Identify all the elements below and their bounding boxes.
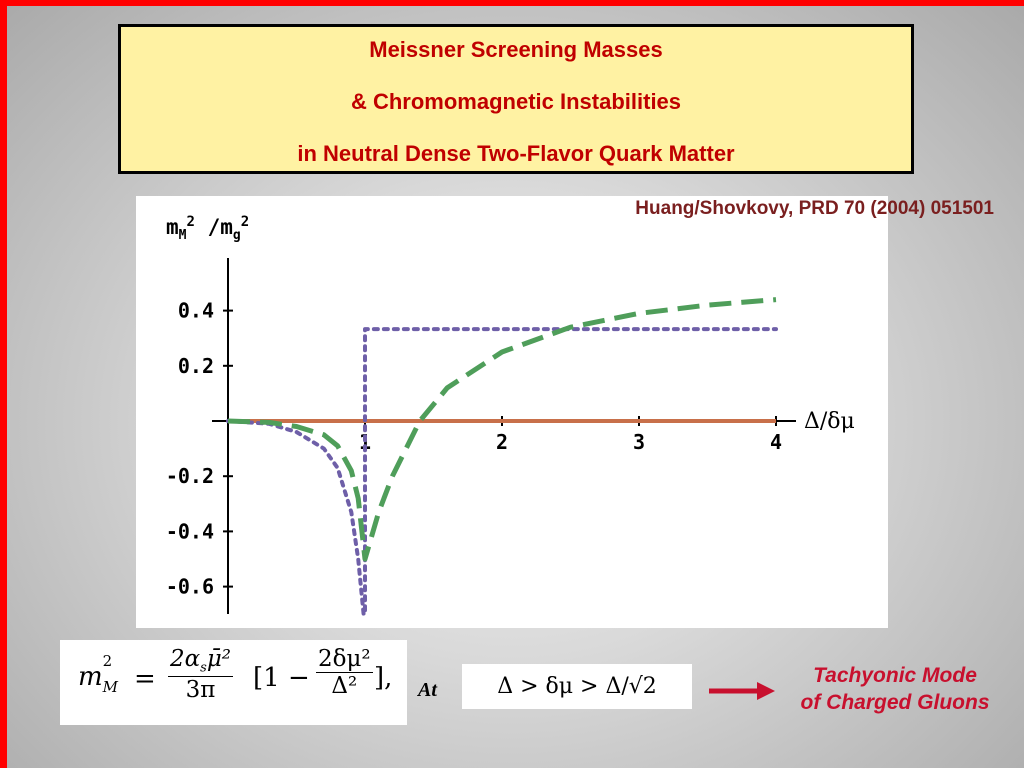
mass-formula: m 2 M = 2αsμ̄² 3π [1 − 2δμ² Δ² ], [60,640,407,725]
coef-num-tail: μ̄² [206,646,232,672]
title-box: Meissner Screening Masses & Chromomagnet… [118,24,914,174]
x-tick-label: 4 [770,430,782,454]
formula-lhs-symbol: m [78,662,103,692]
y-tick-label: -0.2 [166,464,214,488]
instability-condition: Δ > δμ > Δ/√2 [462,664,692,709]
red-frame-top [0,0,1024,6]
formula-lhs-sub: M [102,678,119,696]
y-tick-label: -0.4 [166,519,214,543]
y-tick-label: 0.2 [178,354,214,378]
citation: Huang/Shovkovy, PRD 70 (2004) 051501 [635,198,994,219]
y-axis-label: mM2 /mg2 [166,214,249,243]
conclusion-line-2: of Charged Gluons [800,691,990,714]
title-line-1: Meissner Screening Masses [369,37,663,62]
at-label: At [418,679,437,701]
title-line-2: & Chromomagnetic Instabilities [350,89,682,114]
x-tick-label: 2 [496,430,508,454]
coef-num: 2α [170,646,201,672]
bracket-open: [1 − [253,663,310,693]
right-arrow-icon [709,682,775,700]
coef-num-sub: s [200,660,207,676]
plot-area: 0.4 0.2 -0.2 -0.4 -0.6 1 2 3 4 Δ/δμ mM2 /mg2 [136,196,888,628]
y-tick-label: 0.4 [178,299,214,323]
formula-equals: = [134,664,156,694]
red-frame-left [0,0,7,768]
x-tick-label: 3 [633,430,645,454]
formula-coefficient: 2αsμ̄² 3π [168,646,234,703]
formula-lhs: m 2 M [78,652,118,696]
inner-num: 2δμ² [316,646,373,673]
conclusion-line-1: Tachyonic Mode [813,664,977,687]
series-line-dashed [227,297,777,562]
x-axis-label: Δ/δμ [804,409,855,434]
bracket-close: ], [374,663,393,693]
title-line-3: in Neutral Dense Two-Flavor Quark Matter [297,141,735,166]
y-tick-label: -0.6 [166,575,214,599]
inner-den: Δ² [331,673,358,699]
formula-lhs-sup: 2 [102,652,113,670]
coef-den: 3π [185,676,216,703]
series-line-dotted [226,327,778,617]
conclusion-text: Tachyonic Mode of Charged Gluons [770,662,1020,716]
formula-inner-fraction: 2δμ² Δ² [316,646,373,699]
